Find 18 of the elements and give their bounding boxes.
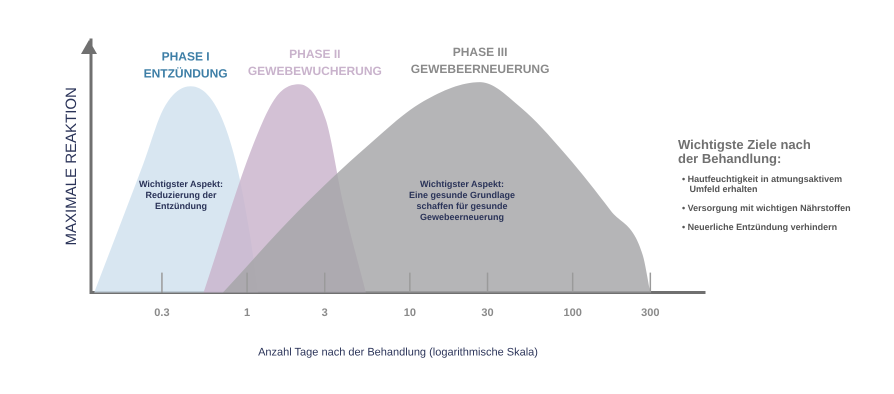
- x-tick-label: 30: [481, 307, 494, 320]
- annotation: • Neuerliche Entzündung verhindern: [682, 222, 838, 232]
- x-tick-label: 1: [244, 307, 250, 320]
- x-tick-label: 300: [641, 307, 660, 320]
- text: PHASE II GEWEBEWUCHERUNG: [248, 47, 382, 78]
- annotation: Wichtigste Ziele nach der Behandlung:: [678, 137, 812, 166]
- x-tick-label: 0.3: [154, 307, 170, 320]
- x-axis-title: Anzahl Tage nach der Behandlung (logarithmische Skala): [258, 346, 538, 358]
- annotation: • Versorgung mit wichtigen Nährstoffen: [682, 203, 852, 213]
- annotation: • Hautfeuchtigkeit in atmungsaktivem Umfeld erhalten: [682, 174, 844, 194]
- annotation: Wichtigster Aspekt: Reduzierung der Entzündung: [138, 179, 224, 212]
- x-tick-label: 100: [563, 307, 582, 320]
- x-tick-label: 3: [322, 307, 328, 320]
- series-label: PHASE III GEWEBEERNEUERUNG: [410, 45, 550, 76]
- y-axis-title: MAXIMALE REAKTION: [63, 87, 80, 246]
- annotation: Wichtigster Aspekt: Eine gesunde Grundlage schaffen für gesunde Gewebeerneuerung: [408, 179, 516, 223]
- x-tick-label: 10: [404, 307, 416, 320]
- series-label: PHASE I ENTZÜNDUNG: [144, 49, 228, 80]
